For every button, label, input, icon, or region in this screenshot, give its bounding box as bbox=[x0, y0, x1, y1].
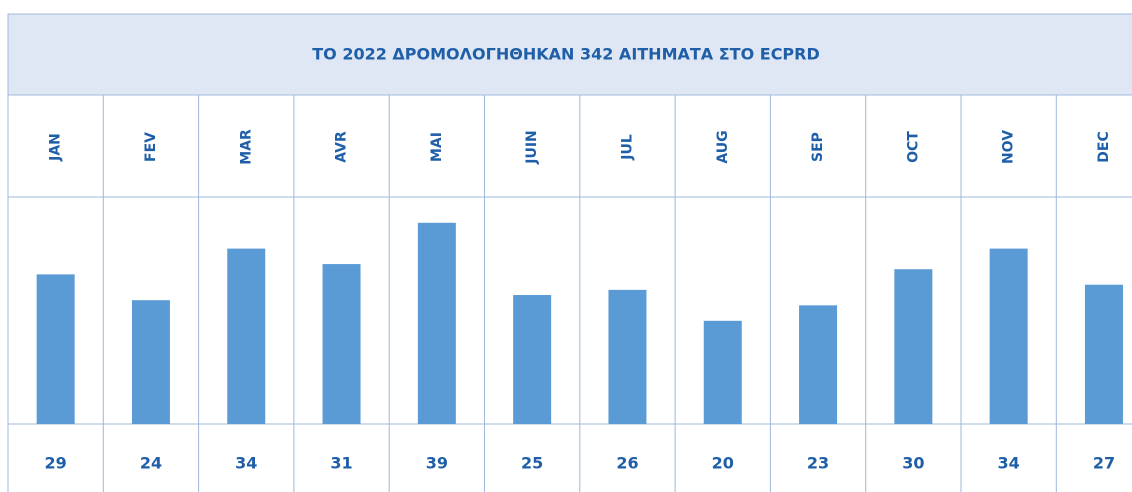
bar bbox=[799, 305, 838, 424]
value-label: 24 bbox=[140, 454, 162, 473]
bar bbox=[703, 320, 742, 424]
month-label: OCT bbox=[905, 131, 921, 163]
chart-title: ΤΟ 2022 ΔΡΟΜΟΛΟΓΗΘΗΚΑΝ 342 ΑΙΤΗΜΑΤΑ ΣΤΟ … bbox=[312, 45, 820, 64]
month-label: MAI bbox=[429, 132, 445, 162]
value-label: 20 bbox=[712, 454, 734, 473]
bar bbox=[513, 295, 552, 424]
month-label: JUL bbox=[619, 134, 635, 161]
value-label: 30 bbox=[902, 454, 924, 473]
bar bbox=[894, 269, 933, 424]
month-label: DEC bbox=[1096, 131, 1112, 162]
value-label: 23 bbox=[807, 454, 829, 473]
month-label: FEV bbox=[143, 132, 159, 162]
bar bbox=[227, 248, 266, 424]
header-band bbox=[7, 13, 1132, 96]
value-label: 34 bbox=[998, 454, 1020, 473]
month-label: MAR bbox=[238, 129, 254, 165]
month-label: SEP bbox=[810, 132, 826, 162]
value-label: 34 bbox=[235, 454, 257, 473]
month-label: NOV bbox=[1001, 130, 1017, 164]
month-label: JUIN bbox=[524, 130, 540, 165]
value-label: 26 bbox=[616, 454, 638, 473]
value-label: 39 bbox=[426, 454, 448, 473]
bar bbox=[417, 222, 456, 424]
value-label: 27 bbox=[1093, 454, 1115, 473]
value-label: 25 bbox=[521, 454, 543, 473]
bar bbox=[989, 248, 1028, 424]
bar bbox=[1084, 284, 1123, 424]
bar bbox=[131, 300, 170, 424]
bar bbox=[608, 289, 647, 424]
value-label: 31 bbox=[330, 454, 352, 473]
value-label: 29 bbox=[45, 454, 67, 473]
month-label: JAN bbox=[48, 133, 64, 162]
month-label: AUG bbox=[715, 130, 731, 163]
bar bbox=[322, 264, 361, 424]
bar bbox=[36, 274, 75, 424]
month-label: AVR bbox=[334, 131, 350, 163]
